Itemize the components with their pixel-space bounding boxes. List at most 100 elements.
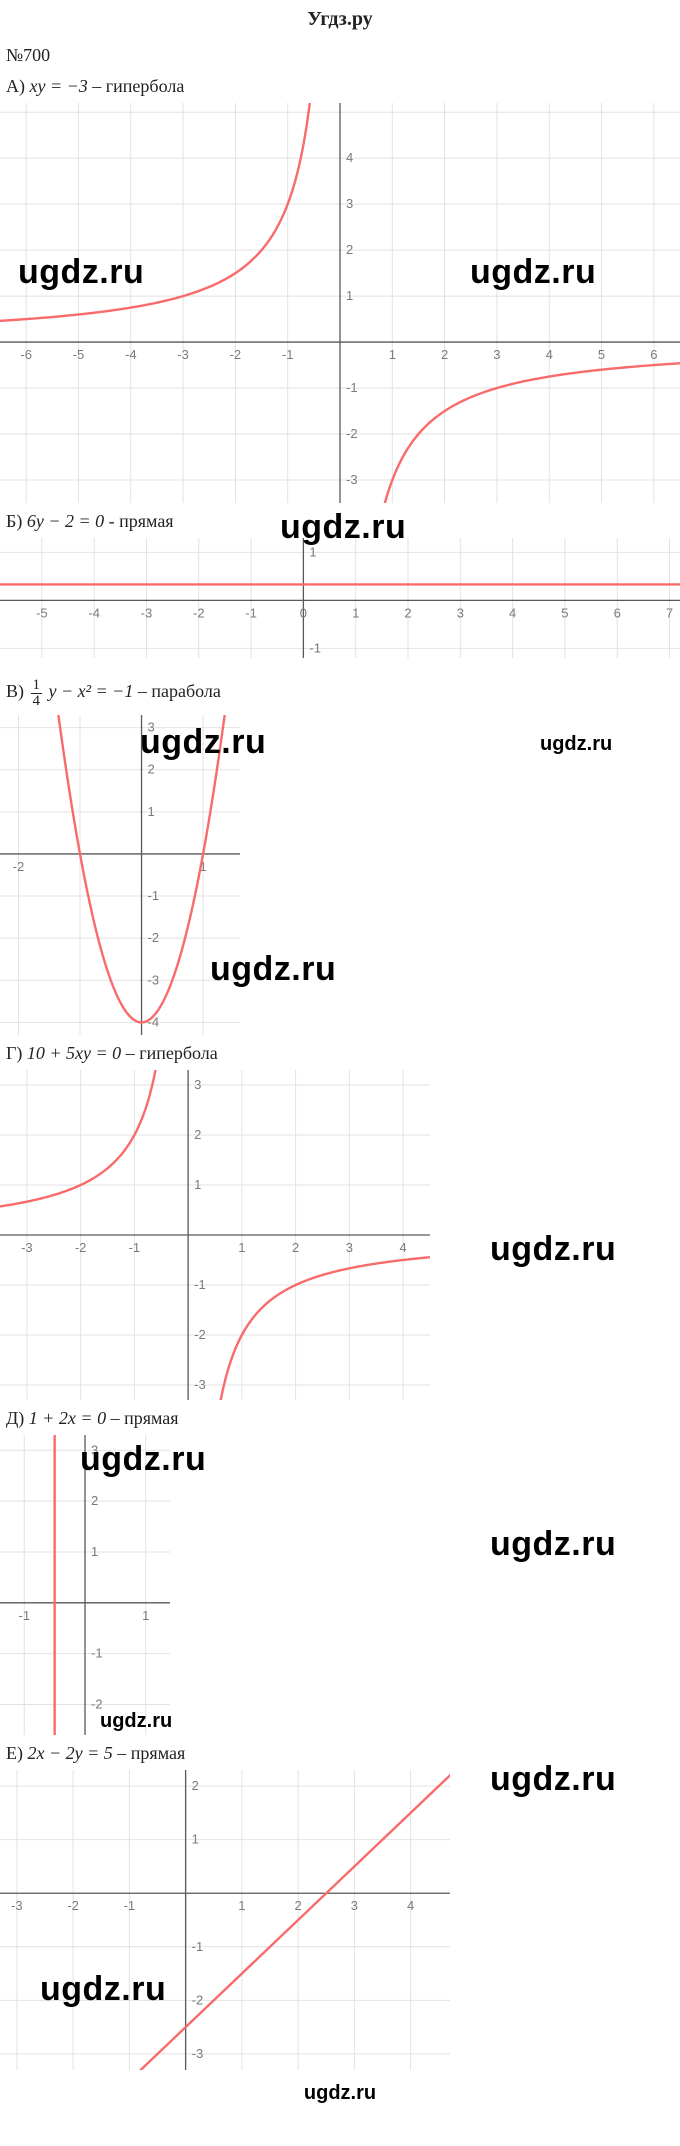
svg-text:1: 1 (192, 1832, 199, 1847)
chart-a: -6 -5 -4 -3 -2 -1 1 2 3 4 5 6 -3 -2 -1 1 2 3 4 (0, 103, 680, 503)
svg-text:3: 3 (457, 605, 464, 620)
watermark: ugdz.ru (490, 1760, 616, 1799)
chart-b: -5-4-3-2-101234567-11 (0, 538, 680, 658)
svg-text:-2: -2 (13, 859, 25, 874)
answer-a-dash: – (88, 76, 106, 96)
answer-a-letter: А) (6, 76, 25, 96)
svg-text:-1: -1 (309, 640, 321, 655)
svg-text:0: 0 (300, 605, 307, 620)
svg-text:1: 1 (389, 347, 396, 362)
answer-e: Е) 2x − 2y = 5 – прямая (0, 1743, 680, 1764)
answer-e-expr: 2x − 2y = 5 (28, 1743, 113, 1763)
svg-text:-1: -1 (194, 1277, 206, 1292)
svg-text:-4: -4 (125, 347, 137, 362)
answer-v-dash: – (133, 681, 151, 701)
answer-a-expr: xy = −3 (30, 76, 88, 96)
answer-v-expr: y − x² = −1 (49, 681, 134, 701)
answer-d-expr: 1 + 2x = 0 (29, 1408, 106, 1428)
svg-text:2: 2 (441, 347, 448, 362)
svg-text:4: 4 (346, 150, 353, 165)
svg-text:-3: -3 (148, 972, 160, 987)
svg-text:-1: -1 (346, 380, 358, 395)
answer-v: В) 14 y − x² = −1 – парабола (0, 678, 680, 709)
svg-text:2: 2 (295, 1898, 302, 1913)
svg-text:4: 4 (407, 1898, 414, 1913)
svg-text:-1: -1 (129, 1240, 141, 1255)
svg-text:3: 3 (493, 347, 500, 362)
svg-text:-2: -2 (75, 1240, 87, 1255)
svg-text:-3: -3 (141, 605, 153, 620)
chart-g: -3-2-11234-3-2-1123 (0, 1070, 430, 1400)
frac-den: 4 (31, 694, 43, 709)
svg-text:-6: -6 (20, 347, 32, 362)
frac-num: 1 (31, 678, 43, 694)
svg-text:-2: -2 (230, 347, 242, 362)
svg-text:-1: -1 (245, 605, 257, 620)
svg-text:-1: -1 (282, 347, 294, 362)
answer-v-frac: 14 (31, 678, 43, 709)
answer-d: Д) 1 + 2x = 0 – прямая (0, 1408, 680, 1429)
chart-g-wrap: -3-2-11234-3-2-1123 ugdz.ru (0, 1070, 680, 1400)
svg-text:2: 2 (148, 762, 155, 777)
answer-d-kind: прямая (124, 1408, 178, 1428)
chart-d-wrap: -11-2-1123 ugdz.ru ugdz.ru ugdz.ru (0, 1435, 680, 1735)
svg-text:-5: -5 (73, 347, 85, 362)
svg-text:3: 3 (194, 1077, 201, 1092)
svg-text:1: 1 (148, 804, 155, 819)
answer-b: Б) 6y − 2 = 0 - прямая (0, 511, 680, 532)
svg-text:-2: -2 (192, 1992, 204, 2007)
answer-b-dash: - (104, 511, 119, 531)
chart-a-wrap: -6-5-4-3-2-1123456-3-2-11234 ugdz.ru ugd… (0, 103, 680, 503)
watermark: ugdz.ru (490, 1230, 616, 1269)
answer-g-dash: – (121, 1043, 139, 1063)
svg-text:-1: -1 (192, 1939, 204, 1954)
svg-text:6: 6 (650, 347, 657, 362)
svg-text:3: 3 (346, 1240, 353, 1255)
svg-text:-3: -3 (21, 1240, 33, 1255)
svg-text:2: 2 (346, 242, 353, 257)
answer-v-kind: парабола (151, 681, 221, 701)
svg-text:3: 3 (148, 720, 155, 735)
svg-text:-2: -2 (148, 930, 160, 945)
chart-e: -3-2-11234-3-2-112 (0, 1770, 450, 2070)
svg-text:3: 3 (351, 1898, 358, 1913)
svg-text:4: 4 (509, 605, 516, 620)
svg-text:1: 1 (238, 1240, 245, 1255)
watermark: ugdz.ru (490, 1525, 616, 1564)
svg-text:-4: -4 (88, 605, 100, 620)
svg-text:3: 3 (346, 196, 353, 211)
svg-text:-1: -1 (148, 888, 160, 903)
answer-a: А) xy = −3 – гипербола (0, 76, 680, 97)
problem-number: №700 (0, 45, 680, 66)
svg-text:-1: -1 (19, 1608, 31, 1623)
watermark: ugdz.ru (540, 733, 612, 756)
svg-text:-2: -2 (194, 1327, 206, 1342)
svg-text:4: 4 (546, 347, 553, 362)
answer-b-kind: прямая (119, 511, 173, 531)
answer-g-letter: Г) (6, 1043, 22, 1063)
svg-text:1: 1 (91, 1544, 98, 1559)
svg-text:5: 5 (598, 347, 605, 362)
svg-text:1: 1 (352, 605, 359, 620)
svg-text:-3: -3 (177, 347, 189, 362)
answer-e-dash: – (113, 1743, 131, 1763)
svg-text:2: 2 (292, 1240, 299, 1255)
svg-text:-1: -1 (124, 1898, 136, 1913)
svg-text:3: 3 (91, 1442, 98, 1457)
answer-e-letter: Е) (6, 1743, 23, 1763)
answer-d-dash: – (106, 1408, 124, 1428)
svg-text:-2: -2 (346, 426, 358, 441)
svg-text:1: 1 (309, 544, 316, 559)
svg-text:2: 2 (194, 1127, 201, 1142)
svg-text:2: 2 (404, 605, 411, 620)
answer-v-letter: В) (6, 681, 24, 701)
answer-d-letter: Д) (6, 1408, 24, 1428)
svg-text:6: 6 (614, 605, 621, 620)
svg-text:-3: -3 (192, 2046, 204, 2061)
svg-text:-3: -3 (11, 1898, 23, 1913)
svg-text:1: 1 (346, 288, 353, 303)
chart-d: -11-2-1123 (0, 1435, 170, 1735)
svg-text:-3: -3 (346, 472, 358, 487)
svg-text:-1: -1 (91, 1646, 103, 1661)
svg-text:-2: -2 (91, 1696, 103, 1711)
